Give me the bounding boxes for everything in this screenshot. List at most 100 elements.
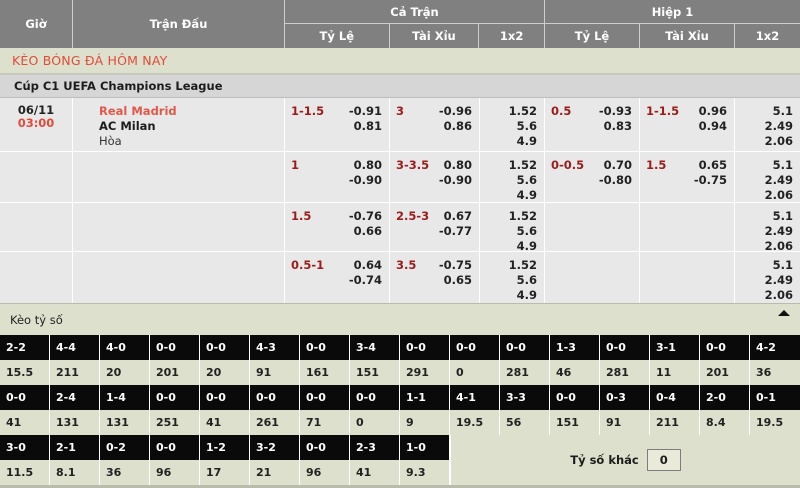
score-cell[interactable]: 0-0 281 — [500, 335, 550, 385]
odds-h1-overunder[interactable]: 1.5 0.65 -0.75 — [640, 152, 735, 202]
score-odd[interactable]: 41 — [200, 410, 249, 435]
odds-h1-1x2[interactable]: 5.1 2.49 2.06 — [735, 203, 800, 253]
score-cell[interactable]: 0-0 41 — [0, 385, 50, 435]
score-cell[interactable]: 2-4 131 — [50, 385, 100, 435]
score-cell[interactable]: 0-4 211 — [650, 385, 700, 435]
score-cell[interactable]: 0-0 0 — [350, 385, 400, 435]
score-cell[interactable]: 0-0 201 — [150, 335, 200, 385]
odd-value[interactable]: 1.52 — [508, 258, 537, 272]
score-cell[interactable]: 0-0 281 — [600, 335, 650, 385]
score-cell[interactable]: 0-0 41 — [200, 385, 250, 435]
score-odd[interactable]: 19.5 — [750, 410, 800, 435]
score-cell[interactable]: 1-1 9 — [400, 385, 450, 435]
score-cell[interactable]: 4-2 36 — [750, 335, 800, 385]
odd-value[interactable]: 0.80 — [443, 158, 472, 172]
score-cell[interactable]: 4-1 19.5 — [450, 385, 500, 435]
odds-h1-1x2[interactable]: 5.1 2.49 2.06 — [735, 152, 800, 202]
score-odd[interactable]: 17 — [200, 460, 249, 485]
odd-value[interactable]: 5.1 — [772, 209, 793, 223]
score-odd[interactable]: 251 — [150, 410, 199, 435]
score-odd[interactable]: 8.4 — [700, 410, 749, 435]
odds-ft-1x2[interactable]: 1.52 5.6 4.9 — [480, 98, 545, 151]
score-cell[interactable]: 0-0 201 — [700, 335, 750, 385]
score-cell[interactable]: 0-0 291 — [400, 335, 450, 385]
odd-value[interactable]: 4.9 — [516, 288, 537, 302]
odds-h1-1x2[interactable]: 5.1 2.49 2.06 — [735, 98, 800, 151]
score-cell[interactable]: 0-0 20 — [200, 335, 250, 385]
odd-value[interactable]: -0.74 — [348, 273, 382, 287]
score-odd[interactable]: 91 — [250, 360, 299, 385]
table-row[interactable]: 06/11 03:00 Real Madrid AC Milan Hòa 1-1… — [0, 98, 800, 152]
score-cell[interactable]: 1-0 9.3 — [400, 435, 450, 485]
score-cell[interactable]: 3-3 56 — [500, 385, 550, 435]
odds-h1-1x2[interactable]: 5.1 2.49 2.06 — [735, 252, 800, 303]
score-odd[interactable]: 36 — [100, 460, 149, 485]
odds-h1-overunder[interactable]: 1-1.5 0.96 0.94 — [640, 98, 735, 151]
table-row[interactable]: 0.5-1 0.64 -0.74 3.5 -0.75 0.65 1.52 5.6… — [0, 252, 800, 303]
score-odd[interactable]: 211 — [650, 410, 699, 435]
odd-value[interactable]: -0.80 — [598, 173, 632, 187]
score-odd[interactable]: 151 — [350, 360, 399, 385]
score-cell[interactable]: 0-0 71 — [300, 385, 350, 435]
score-cell[interactable]: 0-2 36 — [100, 435, 150, 485]
score-odd[interactable]: 71 — [300, 410, 349, 435]
triangle-up-icon[interactable] — [778, 310, 790, 316]
odd-value[interactable]: 2.06 — [764, 134, 793, 148]
score-odd[interactable]: 261 — [250, 410, 299, 435]
odd-value[interactable]: -0.91 — [348, 104, 382, 118]
odd-value[interactable]: 0.94 — [698, 119, 727, 133]
odd-value[interactable]: 0.70 — [603, 158, 632, 172]
odd-value[interactable]: 5.1 — [772, 104, 793, 118]
odd-value[interactable]: 0.80 — [353, 158, 382, 172]
odd-value[interactable]: 5.6 — [516, 119, 537, 133]
score-cell[interactable]: 2-2 15.5 — [0, 335, 50, 385]
odd-value[interactable]: 0.66 — [353, 224, 382, 238]
odd-value[interactable]: -0.77 — [438, 224, 472, 238]
odd-value[interactable]: -0.90 — [348, 173, 382, 187]
odd-value[interactable]: 1.52 — [508, 209, 537, 223]
odd-value[interactable]: 4.9 — [516, 188, 537, 202]
odds-h1-handicap[interactable]: 0-0.5 0.70 -0.80 — [545, 152, 640, 202]
odd-value[interactable]: 1.52 — [508, 158, 537, 172]
odd-value[interactable]: -0.75 — [438, 258, 472, 272]
score-odd[interactable]: 11 — [650, 360, 699, 385]
score-odd[interactable]: 36 — [750, 360, 800, 385]
score-odd[interactable]: 0 — [450, 360, 499, 385]
table-row[interactable]: 1 0.80 -0.90 3-3.5 0.80 -0.90 1.52 5.6 4… — [0, 152, 800, 203]
score-odd[interactable]: 20 — [200, 360, 249, 385]
score-cell[interactable]: 0-0 261 — [250, 385, 300, 435]
score-odd[interactable]: 0 — [350, 410, 399, 435]
odds-h1-handicap[interactable]: 0.5 -0.93 0.83 — [545, 98, 640, 151]
odd-value[interactable]: 2.49 — [764, 224, 793, 238]
odds-ft-handicap[interactable]: 1.5 -0.76 0.66 — [285, 203, 390, 251]
score-odd[interactable]: 131 — [100, 410, 149, 435]
score-odd[interactable]: 11.5 — [0, 460, 49, 485]
score-odd[interactable]: 15.5 — [0, 360, 49, 385]
score-odd[interactable]: 8.1 — [50, 460, 99, 485]
odd-value[interactable]: -0.96 — [438, 104, 472, 118]
odd-value[interactable]: 2.49 — [764, 119, 793, 133]
score-cell[interactable]: 1-3 46 — [550, 335, 600, 385]
score-cell[interactable]: 3-2 21 — [250, 435, 300, 485]
score-cell[interactable]: 2-3 41 — [350, 435, 400, 485]
score-odd[interactable]: 161 — [300, 360, 349, 385]
odds-ft-1x2[interactable]: 1.52 5.6 4.9 — [480, 252, 545, 303]
odd-value[interactable]: 4.9 — [516, 239, 537, 253]
score-odd[interactable]: 201 — [700, 360, 749, 385]
score-cell[interactable]: 1-2 17 — [200, 435, 250, 485]
score-cell[interactable]: 2-1 8.1 — [50, 435, 100, 485]
odd-value[interactable]: 1.52 — [508, 104, 537, 118]
score-cell[interactable]: 0-0 96 — [300, 435, 350, 485]
score-cell[interactable]: 4-0 20 — [100, 335, 150, 385]
odd-value[interactable]: 0.65 — [698, 158, 727, 172]
score-cell[interactable]: 0-0 96 — [150, 435, 200, 485]
odds-ft-overunder[interactable]: 3-3.5 0.80 -0.90 — [390, 152, 480, 202]
score-odd[interactable]: 46 — [550, 360, 599, 385]
odd-value[interactable]: 2.06 — [764, 188, 793, 202]
score-odd[interactable]: 281 — [500, 360, 549, 385]
score-odd[interactable]: 41 — [0, 410, 49, 435]
score-cell[interactable]: 3-0 11.5 — [0, 435, 50, 485]
score-odds-section-header[interactable]: Kèo tỷ số — [0, 303, 800, 335]
score-odd[interactable]: 20 — [100, 360, 149, 385]
odd-value[interactable]: 0.65 — [443, 273, 472, 287]
